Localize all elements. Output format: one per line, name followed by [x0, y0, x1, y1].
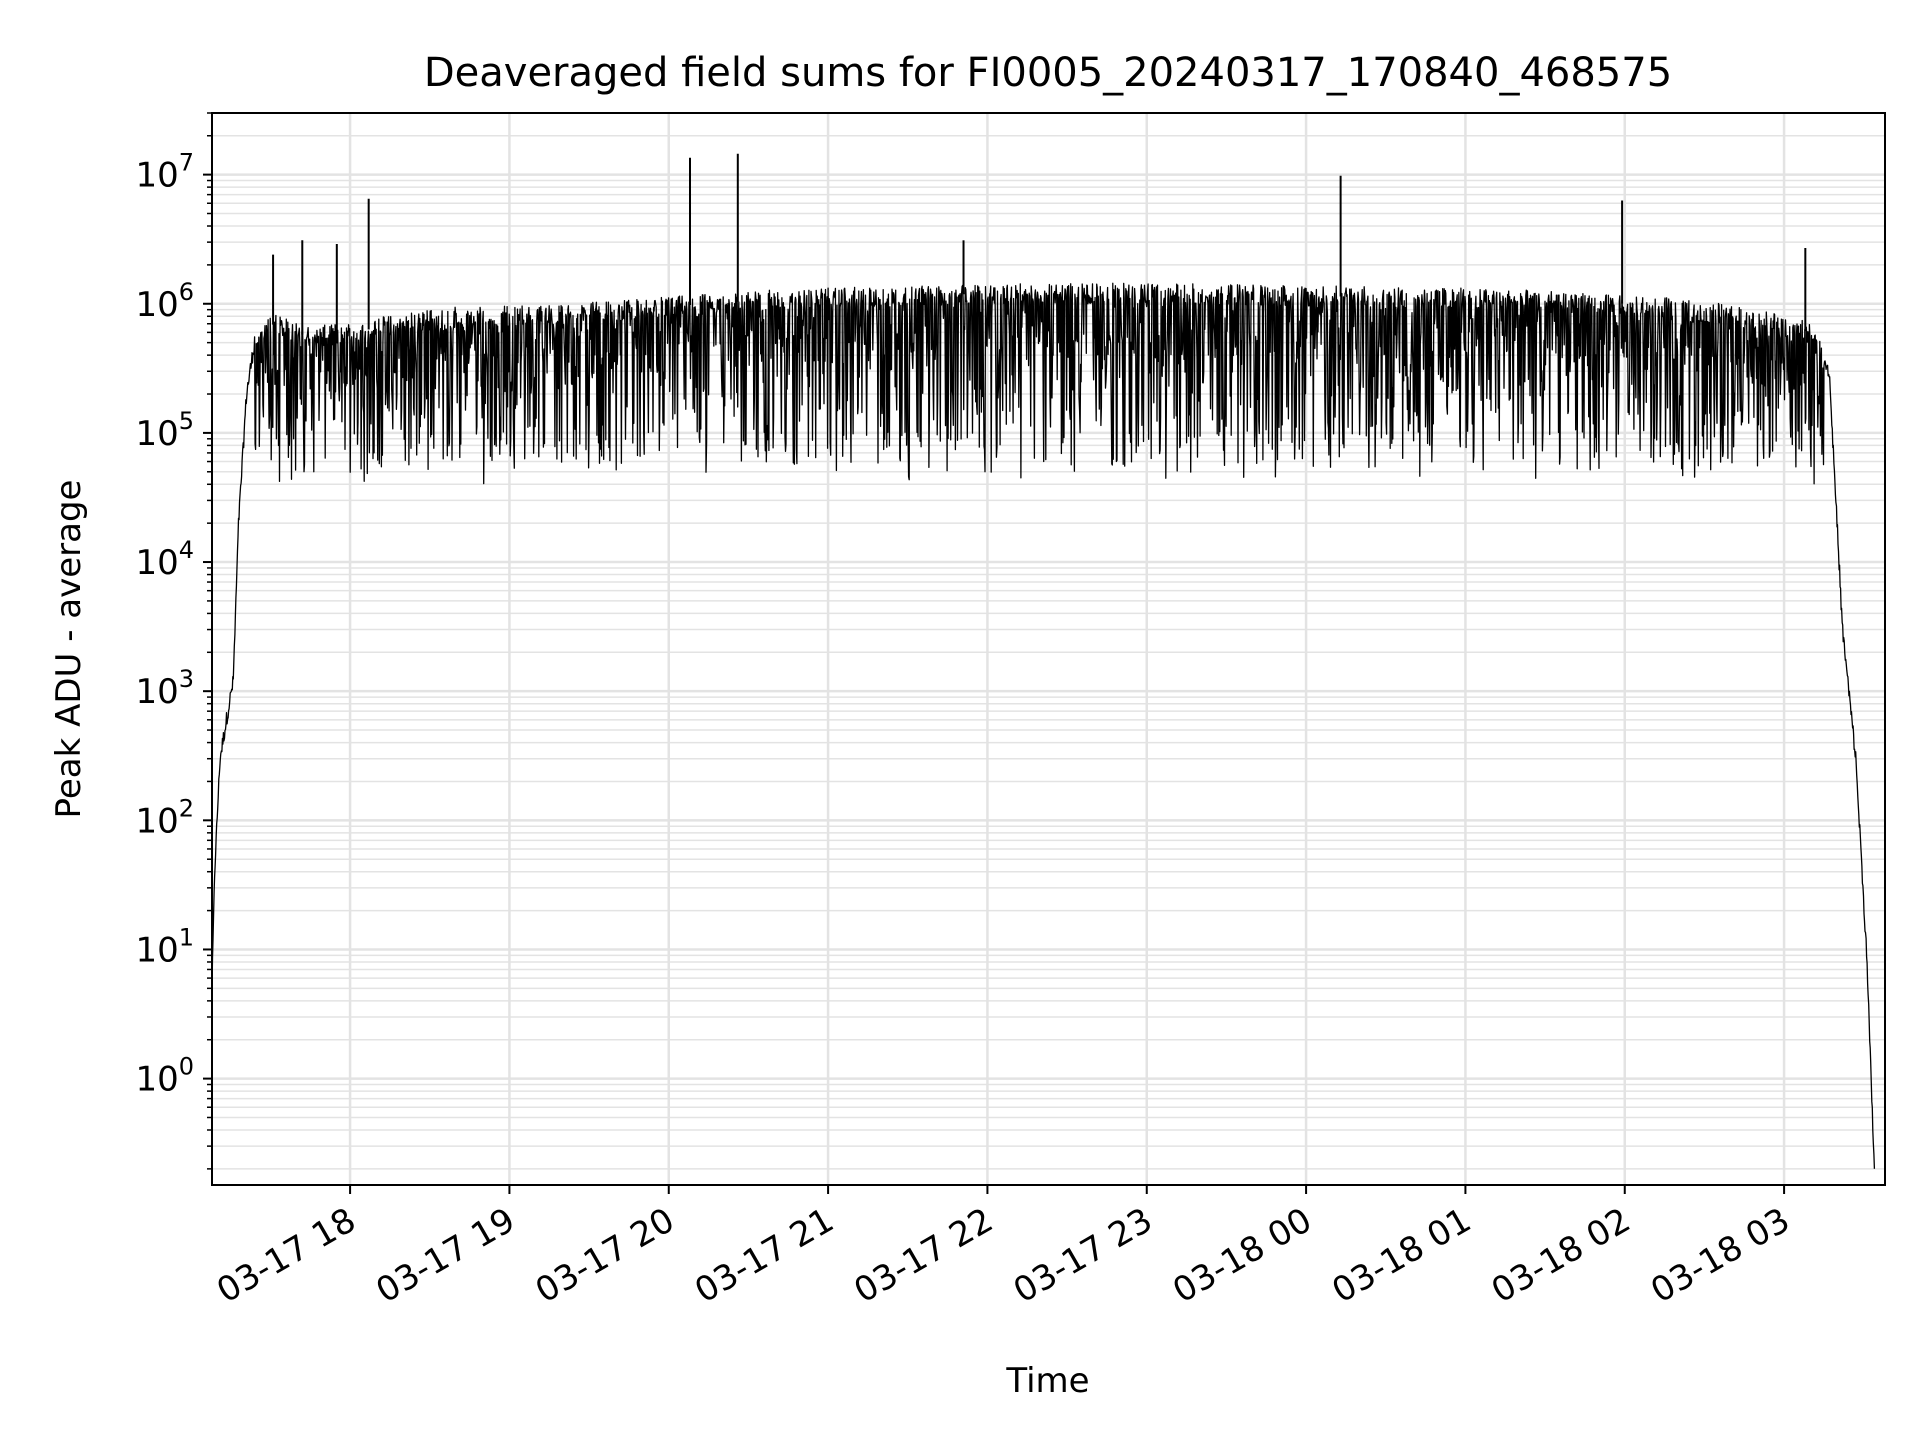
- plot-frame: [211, 112, 1886, 1186]
- y-axis: 100 101 102 103 104 105 106 107: [135, 112, 212, 1170]
- x-axis-label: Time: [1005, 1361, 1089, 1401]
- y-tick-label: 100: [135, 1053, 194, 1100]
- chart-title: Deaveraged field sums for FI0005_2024031…: [424, 50, 1672, 96]
- minor-gridlines: [212, 112, 1885, 1170]
- y-tick-label: 105: [135, 407, 194, 454]
- plot-area: [211, 153, 1876, 1169]
- y-tick-label: 103: [135, 665, 194, 712]
- y-tick-label: 107: [135, 149, 194, 196]
- series-line: [211, 282, 1876, 1169]
- y-tick-label: 104: [135, 536, 194, 583]
- y-tick-label: 106: [135, 278, 194, 325]
- y-tick-label: 102: [135, 794, 194, 841]
- major-gridlines: [212, 113, 1885, 1185]
- y-axis-label: Peak ADU - average: [49, 480, 89, 819]
- y-tick-label: 101: [135, 923, 194, 970]
